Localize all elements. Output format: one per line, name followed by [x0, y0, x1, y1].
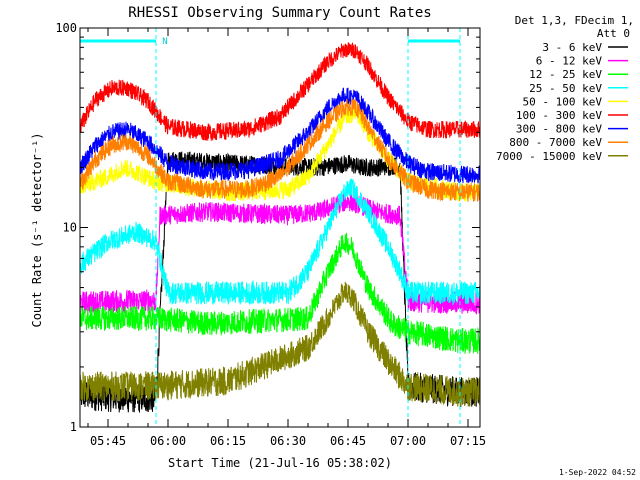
x-tick-label: 07:00 [390, 434, 426, 448]
series-line-2 [79, 232, 481, 354]
axes-layer: 05:45 06:00 06:15 06:30 06:45 07:00 07:15 100 10… [55, 21, 486, 448]
y-axis-label: Count Rate (s⁻¹ detector⁻¹) [30, 132, 44, 327]
legend-entry-label: 100 - 300 keV [516, 109, 602, 122]
x-tick-label: 05:45 [90, 434, 126, 448]
y-tick-label: 100 [55, 21, 77, 35]
y-tick-label: 1 [70, 420, 77, 434]
y-tick-label: 10 [63, 221, 77, 235]
x-tick-label: 06:15 [210, 434, 246, 448]
series-line-6 [79, 87, 481, 184]
series-layer [79, 42, 481, 413]
gap-flag-label-1: N [162, 37, 167, 47]
legend-entry-label: 25 - 50 keV [529, 82, 602, 95]
legend-entry-label: 800 - 7000 keV [509, 136, 602, 149]
legend-entry-label: 300 - 800 keV [516, 123, 602, 136]
footer-date-stamp: 1-Sep-2022 04:52 [559, 468, 636, 477]
series-line-5 [79, 42, 481, 141]
x-tick-label: 06:30 [270, 434, 306, 448]
legend-entry-label: 7000 - 15000 keV [496, 150, 602, 163]
series-line-7 [79, 98, 481, 202]
legend-header-line-1: Det 1,3, FDecim 1, [515, 14, 634, 27]
x-tick-label: 07:15 [450, 434, 486, 448]
legend-entry-label: 50 - 100 keV [523, 95, 603, 108]
legend-entry-label: 6 - 12 keV [536, 55, 603, 68]
legend-entry-label: 3 - 6 keV [542, 41, 602, 54]
chart-title: RHESSI Observing Summary Count Rates [128, 5, 431, 21]
x-tick-label: 06:00 [150, 434, 186, 448]
series-line-1 [79, 193, 481, 315]
series-line-8 [79, 281, 481, 407]
x-axis-label: Start Time (21-Jul-16 05:38:02) [168, 456, 392, 470]
series-line-3 [79, 178, 481, 306]
legend-entry-label: 12 - 25 keV [529, 68, 602, 81]
legend-header-line-2: Att 0 [597, 27, 630, 40]
x-tick-label: 06:45 [330, 434, 366, 448]
